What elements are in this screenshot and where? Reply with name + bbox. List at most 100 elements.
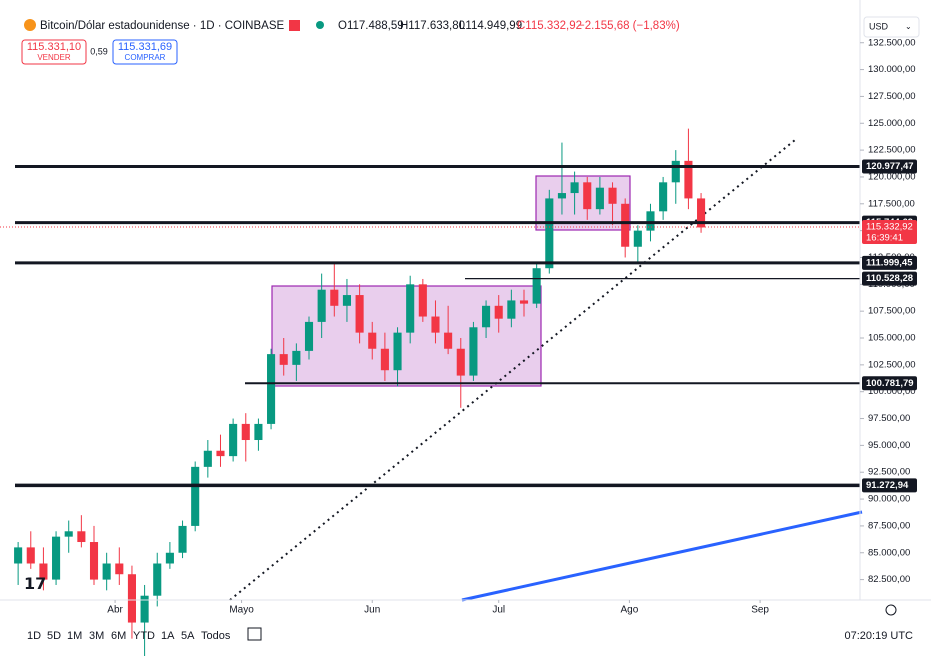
candle-body [52,536,61,580]
candle-body [608,187,617,204]
candle-body [178,525,187,553]
period-button[interactable]: Todos [201,630,231,642]
ohlc-close: C115.332,92 [517,20,582,32]
x-tick-label: Jun [364,605,380,616]
candle-body [659,182,668,212]
candle-body [203,450,212,467]
candle-body [557,193,566,199]
dropdown-arrow: ⌄ [905,22,912,31]
period-button[interactable]: 5A [181,630,195,642]
y-tick-label: 117.500,00 [868,198,915,209]
price-tag [862,220,917,245]
level-tag [862,255,917,270]
y-tick-label: 120.000,00 [868,171,916,182]
countdown: 16:39:41 [866,233,903,244]
y-tick-label: 130.000,00 [868,64,916,75]
candle-body [216,450,225,457]
candle-body [165,552,174,564]
symbol: Bitcoin/Dólar estadounidense · 1D · COIN… [40,20,284,32]
x-tick-label: Jul [492,605,505,616]
candle-body [89,542,99,580]
settings-icon[interactable] [885,604,897,616]
period-button[interactable]: 1D [27,630,41,642]
candle-body [39,563,48,580]
buy-button[interactable] [112,39,178,65]
candle-body [102,563,111,580]
candle-body [267,354,276,424]
candle-body [494,305,503,319]
level-tag [862,159,917,174]
candle-body [393,332,402,371]
level-tag [862,376,917,391]
level-label: 100.781,79 [866,378,914,389]
logo: 𝟭𝟳 [24,576,46,593]
level-tag [862,478,917,493]
level-label: 120.977,47 [866,161,914,172]
candle-body [153,563,162,596]
candle-body [279,354,288,365]
candle-body [583,182,592,210]
currency: USD [869,21,889,31]
ohlc-high: H117.633,80 [400,20,465,32]
level-label: 110.528,28 [866,273,913,284]
candle-body [241,423,250,441]
candle-body [64,531,73,537]
period-button[interactable]: 1A [161,630,175,642]
period-button[interactable]: 6M [111,630,126,642]
x-tick-label: Ago [621,605,639,616]
candle-body [254,423,263,441]
trend-line [461,510,863,602]
period-button[interactable]: YTD [133,630,155,642]
candle-body [191,466,200,526]
candle-body [671,160,680,183]
sell-button[interactable] [21,39,87,65]
period-button[interactable]: 3M [89,630,104,642]
candle-body [355,295,364,333]
y-tick-label: 82.500,00 [868,574,910,585]
y-tick-label: 95.000,00 [868,440,910,451]
period-button[interactable]: 1M [67,630,82,642]
buy-price: 115.331,69 [118,41,172,53]
candle-body [431,316,440,333]
candle-body [444,332,453,349]
x-tick-label: Abr [107,605,123,616]
y-tick-label: 107.500,00 [868,306,916,317]
level-label: 91.272,94 [866,480,909,491]
symbol-icon [24,19,36,31]
candle-body [304,321,314,351]
candle-body [469,327,478,376]
candle-body [456,348,465,376]
currency-select[interactable] [863,16,920,38]
clock: 07:20:19 UTC [845,630,914,642]
candle-body [140,595,149,623]
candle-body [532,268,541,304]
candle-body [127,574,136,623]
candle-body [684,160,693,199]
y-tick-label: 100.000,00 [868,386,916,397]
y-tick-label: 122.500,00 [868,145,916,156]
ohlc-change: −2.155,68 (−1,83%) [578,20,680,32]
buy-label: COMPRAR [125,53,166,62]
y-tick-label: 102.500,00 [868,359,916,370]
ohlc-open: O117.488,59 [338,20,404,32]
candle-body [292,350,301,365]
candle-body [317,289,326,322]
candle-body [621,203,630,247]
sell-price: 115.331,10 [27,41,81,53]
candle-body [77,531,86,543]
y-tick-label: 127.500,00 [868,91,916,102]
candle-body [229,423,238,457]
candle-body [14,547,23,564]
calendar-icon[interactable] [247,627,262,641]
period-button[interactable]: 5D [47,630,61,642]
level-tag [862,271,917,286]
candle-body [519,300,529,304]
candle-body [406,284,415,333]
y-tick-label: 87.500,00 [868,520,910,531]
y-tick-label: 105.000,00 [868,333,916,344]
candle-body [418,284,427,317]
x-tick-label: Sep [751,605,769,616]
price-label: 115.332,92 [866,222,913,233]
